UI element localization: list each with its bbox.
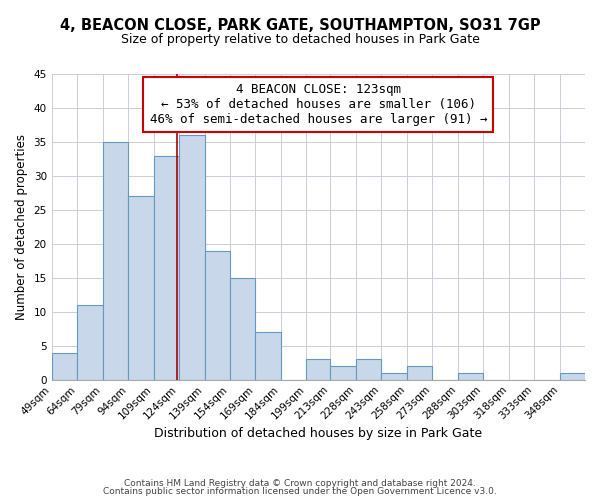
Bar bbox=[407, 366, 432, 380]
Bar bbox=[458, 373, 483, 380]
Bar bbox=[179, 135, 205, 380]
Bar bbox=[256, 332, 281, 380]
Bar bbox=[205, 250, 230, 380]
Bar bbox=[154, 156, 179, 380]
Bar bbox=[560, 373, 585, 380]
Bar bbox=[356, 360, 381, 380]
Bar bbox=[230, 278, 256, 380]
Text: Size of property relative to detached houses in Park Gate: Size of property relative to detached ho… bbox=[121, 32, 479, 46]
Bar bbox=[330, 366, 356, 380]
Bar bbox=[307, 360, 330, 380]
X-axis label: Distribution of detached houses by size in Park Gate: Distribution of detached houses by size … bbox=[154, 427, 482, 440]
Text: Contains HM Land Registry data © Crown copyright and database right 2024.: Contains HM Land Registry data © Crown c… bbox=[124, 478, 476, 488]
Bar bbox=[103, 142, 128, 380]
Bar bbox=[52, 352, 77, 380]
Bar bbox=[77, 305, 103, 380]
Bar bbox=[128, 196, 154, 380]
Text: Contains public sector information licensed under the Open Government Licence v3: Contains public sector information licen… bbox=[103, 487, 497, 496]
Text: 4, BEACON CLOSE, PARK GATE, SOUTHAMPTON, SO31 7GP: 4, BEACON CLOSE, PARK GATE, SOUTHAMPTON,… bbox=[59, 18, 541, 32]
Text: 4 BEACON CLOSE: 123sqm
← 53% of detached houses are smaller (106)
46% of semi-de: 4 BEACON CLOSE: 123sqm ← 53% of detached… bbox=[149, 83, 487, 126]
Bar bbox=[381, 373, 407, 380]
Y-axis label: Number of detached properties: Number of detached properties bbox=[15, 134, 28, 320]
